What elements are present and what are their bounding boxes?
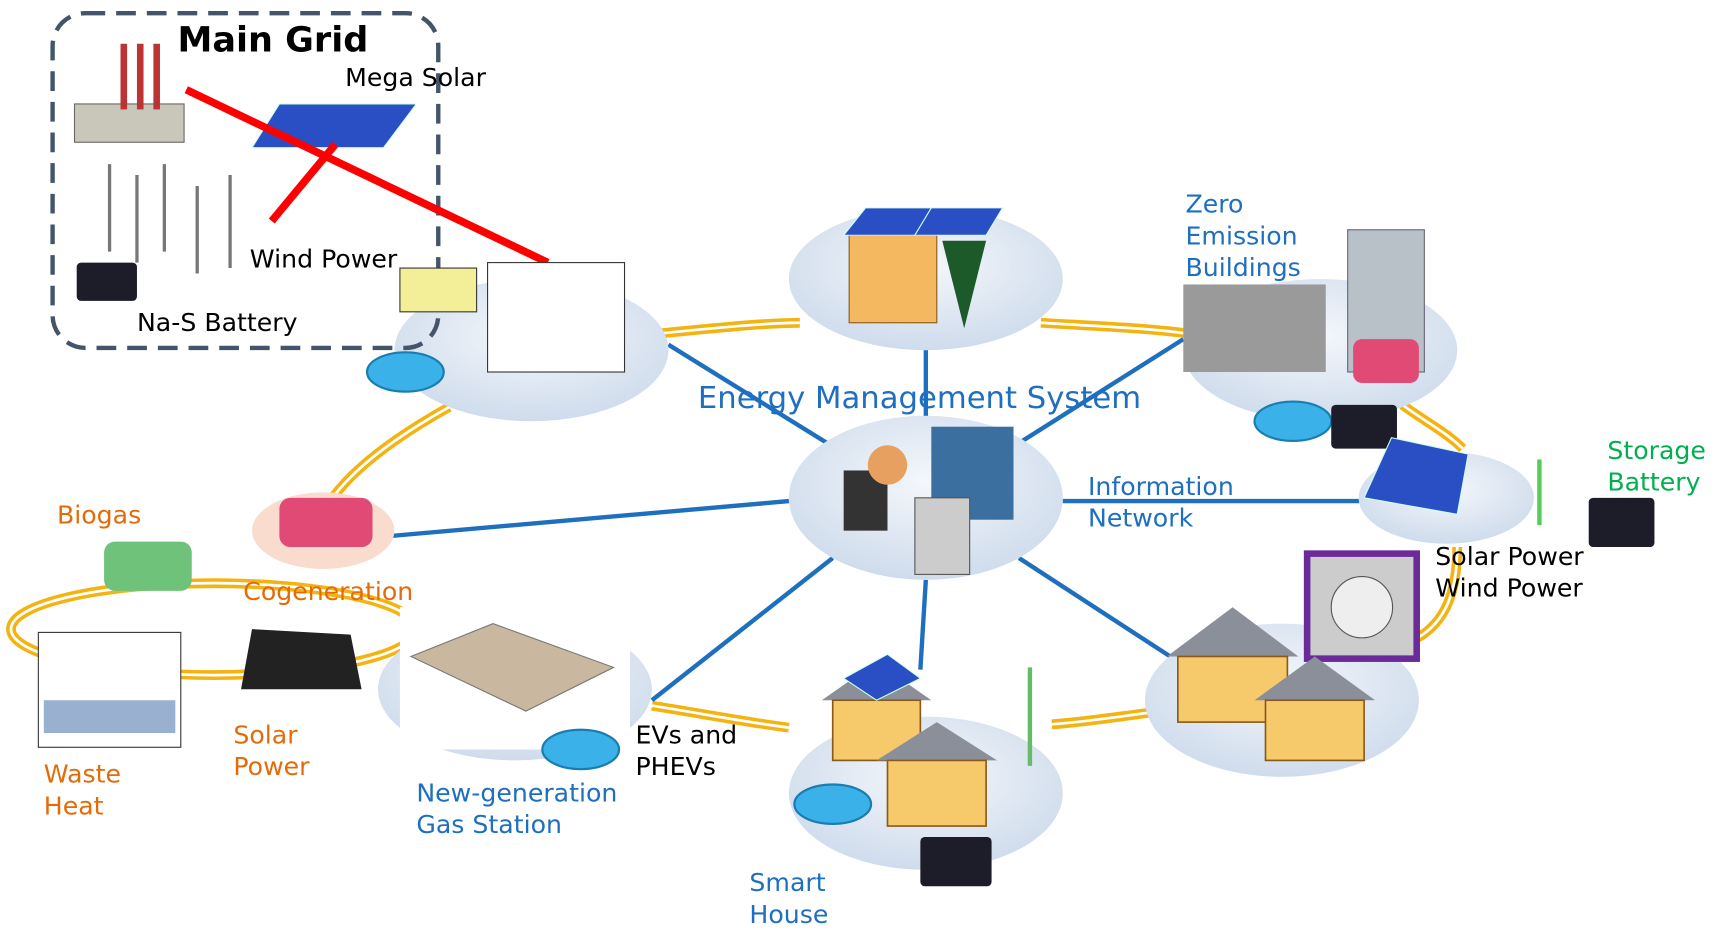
label: Network [1088,504,1194,533]
label: Cogeneration [243,577,413,606]
label: Waste [44,760,121,789]
label: Wind Power [250,244,398,273]
label: Wind Power [1435,574,1583,603]
label: Power [233,752,310,781]
diagram: Main Grid Mega Solar Wind Power Na-S Bat… [0,0,1718,930]
label: House [749,900,828,929]
label: Biogas [57,500,141,529]
center-title: Energy Management System [698,381,1141,416]
label: Emission [1186,221,1298,250]
label: Storage [1607,436,1706,465]
label: New-generation [416,778,617,807]
label: Solar Power [1435,542,1584,571]
label: Na-S Battery [137,308,298,337]
label: Buildings [1186,253,1301,282]
main-grid-title: Main Grid [177,20,368,61]
label: EVs and [635,720,737,749]
label: PHEVs [635,752,715,781]
label: Gas Station [416,810,562,839]
label: Zero [1186,190,1244,219]
label: Mega Solar [345,63,487,92]
label: Battery [1607,468,1700,497]
label: Information [1088,472,1234,501]
label: Solar [233,720,298,749]
label: Smart [749,868,825,897]
label: Heat [44,791,104,820]
